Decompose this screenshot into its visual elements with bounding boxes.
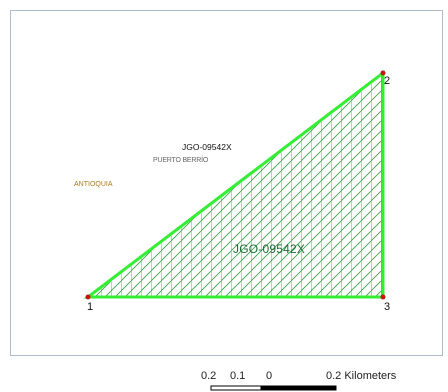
vertex-marker-3[interactable] [380,294,386,300]
scale-bar: 0.2 0.1 0 0.2 Kilometers [0,358,448,392]
vertex-marker-1[interactable] [85,294,91,300]
map-frame[interactable]: 1 2 3 JGO-09542X PUERTO BERRÍO ANTIOQUIA… [10,10,443,356]
scale-tick-0-2-left: 0.2 [201,370,217,382]
scale-bar-segment-black [260,385,337,391]
vertex-marker-2[interactable] [380,70,386,76]
vertex-label-3: 3 [384,301,390,313]
map-canvas[interactable]: 1 2 3 JGO-09542X PUERTO BERRÍO ANTIOQUIA… [11,11,444,357]
municipality-label: PUERTO BERRÍO [153,155,209,164]
parcel-code-label: JGO-09542X [182,142,232,152]
department-label: ANTIOQUIA [74,181,113,188]
parcel-polygon[interactable] [83,69,385,299]
scale-tick-0: 0 [266,370,273,382]
scale-tick-0-1: 0.1 [230,370,246,382]
scale-bar-graphic [210,385,337,391]
scale-tick-0-2-kilometers: 0.2 Kilometers [326,370,397,382]
vertex-label-2: 2 [384,75,390,87]
parcel-center-label: JGO-09542X [233,242,305,256]
scale-bar-segment-white [210,385,262,391]
vertex-label-1: 1 [87,301,93,313]
